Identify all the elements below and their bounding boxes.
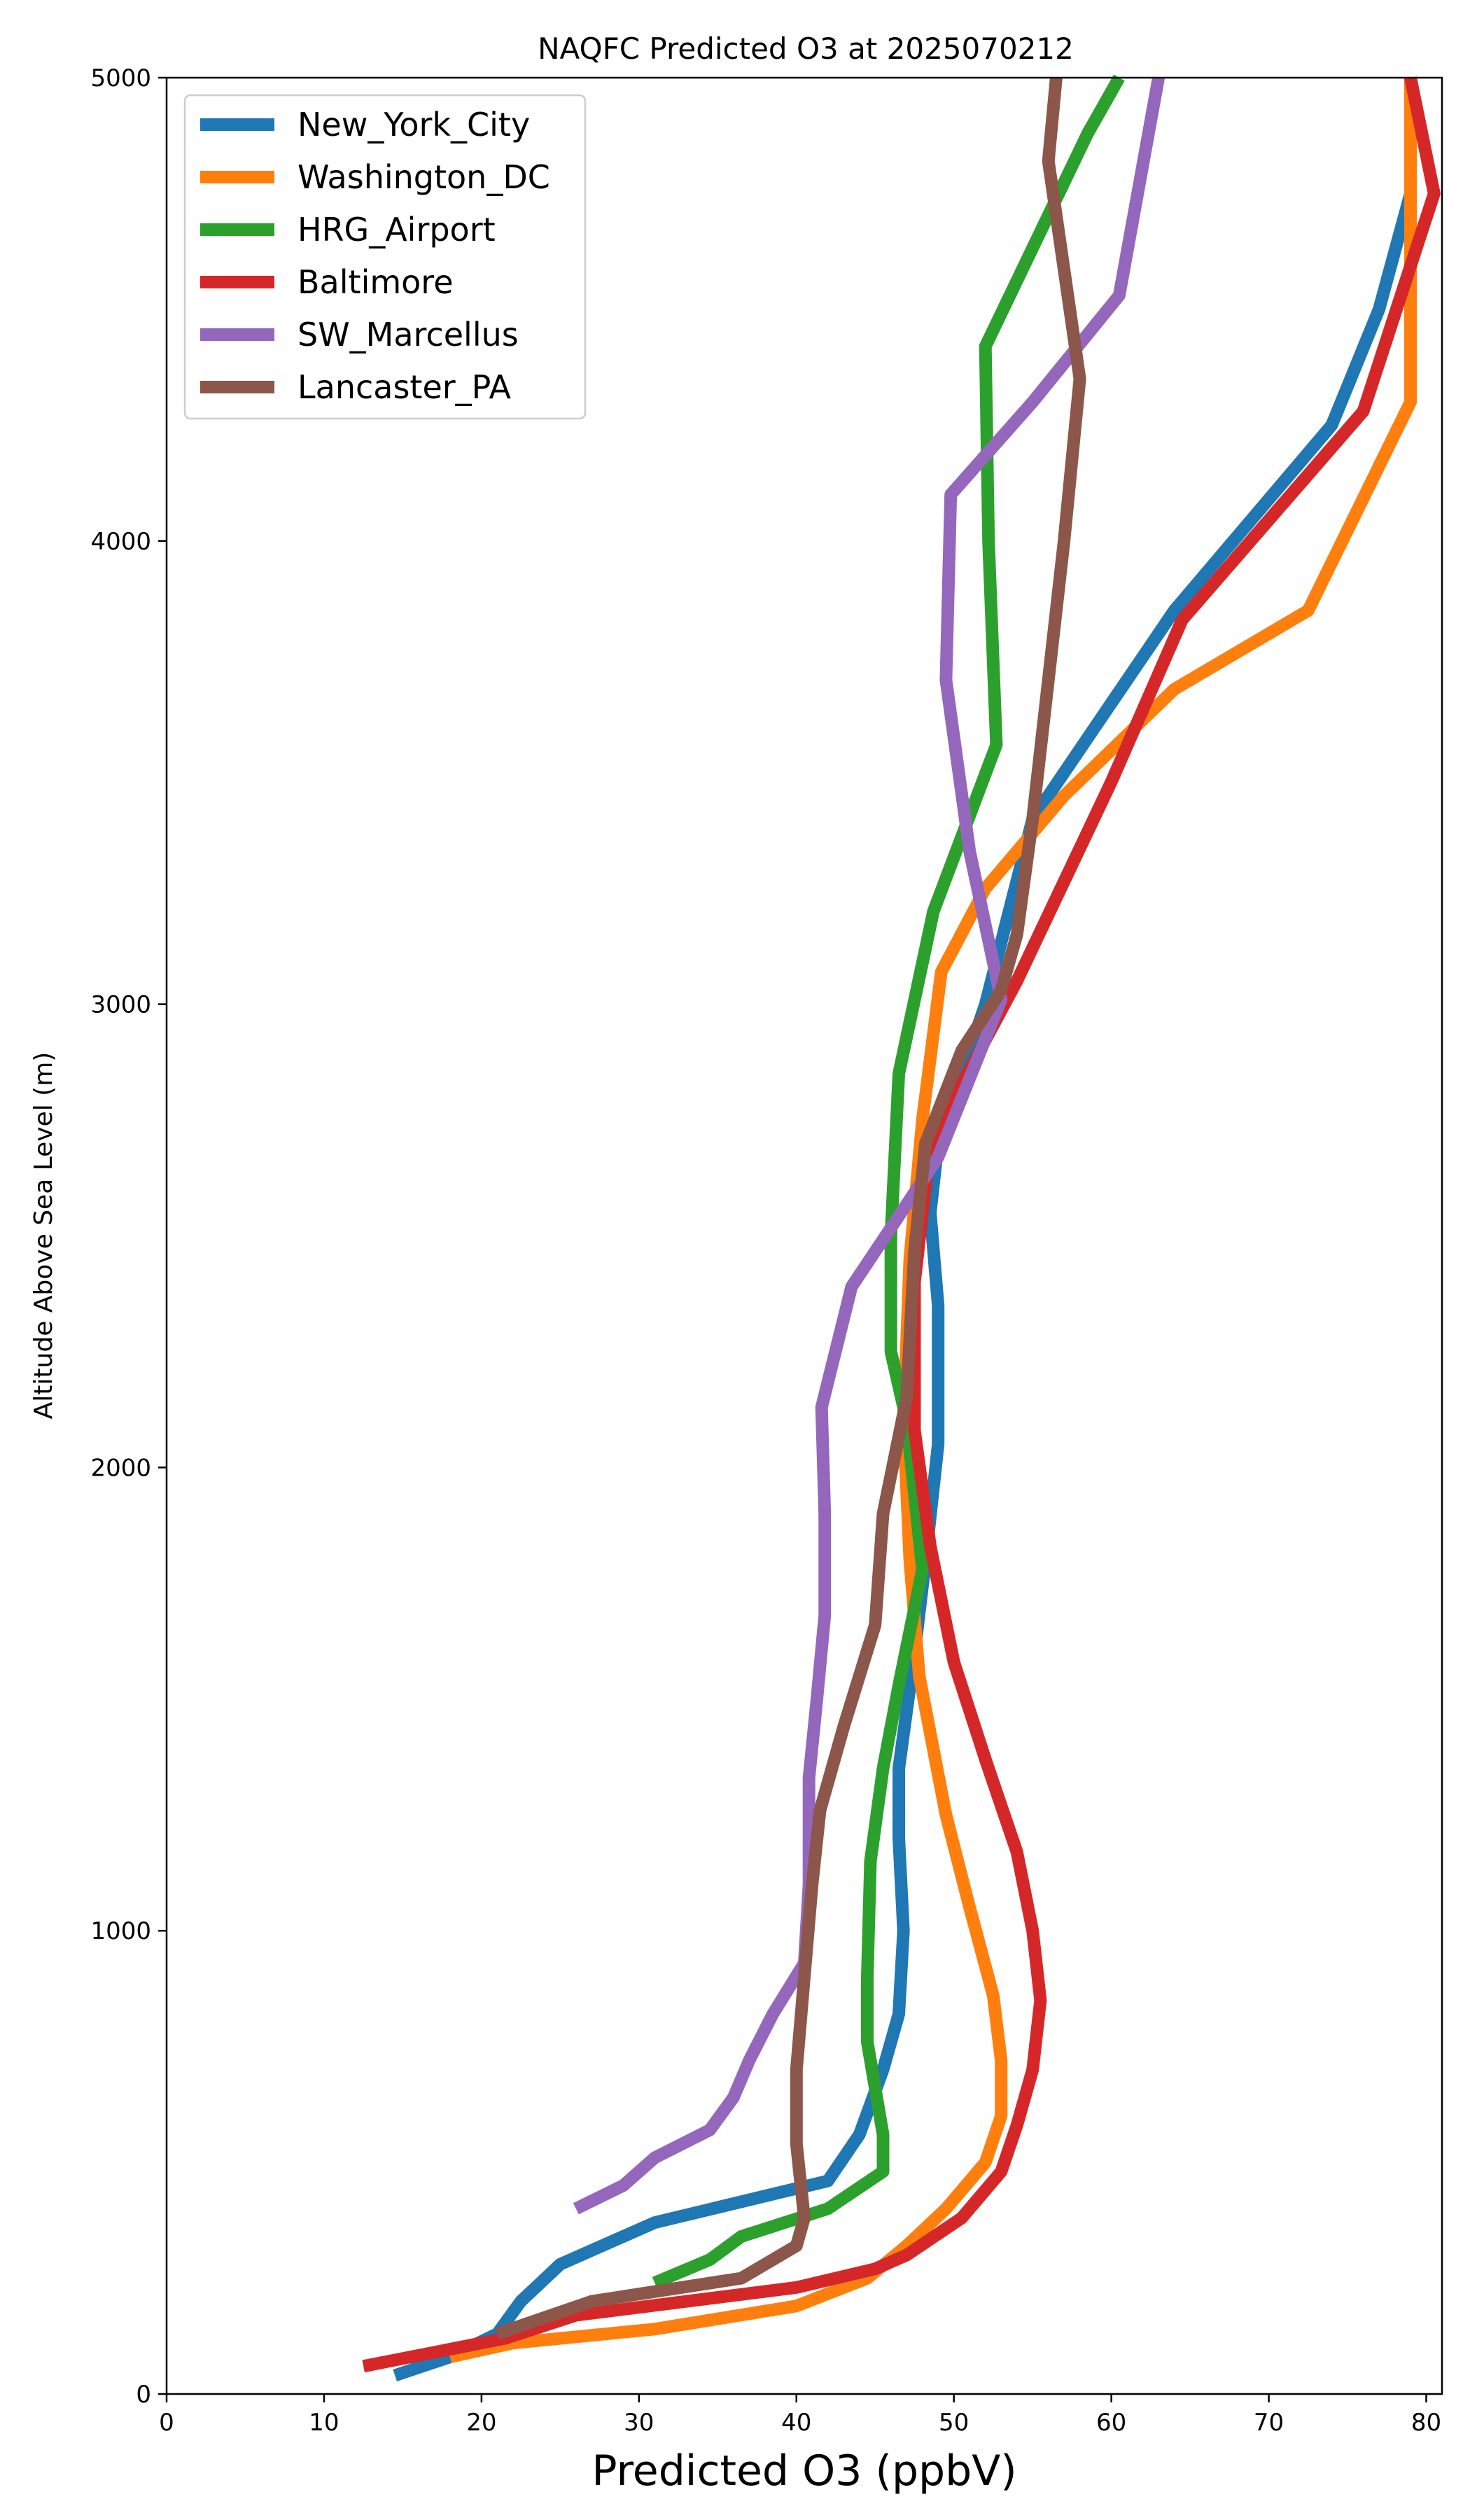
legend-label-3: Baltimore (298, 263, 454, 301)
y-tick-label-0: 0 (136, 2381, 151, 2409)
y-axis-label: Altitude Above Sea Level (m) (29, 1052, 58, 1420)
y-tick-label-1: 1000 (90, 1917, 151, 1945)
x-tick-label-7: 70 (1254, 2409, 1284, 2437)
legend-label-1: Washington_DC (298, 158, 550, 196)
legend-box (183, 94, 587, 420)
x-tick-label-2: 20 (466, 2409, 496, 2437)
y-tick-label-2: 2000 (90, 1454, 151, 1482)
legend-label-0: New_York_City (298, 106, 530, 144)
y-tick-label-4: 4000 (90, 528, 151, 556)
series-line-0 (393, 192, 1417, 2382)
x-tick-label-4: 40 (781, 2409, 811, 2437)
series-lines (362, 74, 1441, 2382)
x-tick-label-3: 30 (624, 2409, 654, 2437)
x-axis-ticks: 0 10 20 30 40 50 60 70 80 (159, 2394, 1441, 2437)
legend: New_York_City Washington_DC HRG_Airport Bal… (183, 94, 587, 420)
y-tick-label-5: 5000 (90, 64, 151, 92)
x-tick-label-6: 60 (1096, 2409, 1126, 2437)
series-line-3 (362, 76, 1441, 2373)
legend-label-2: HRG_Airport (298, 211, 496, 248)
legend-label-5: Lancaster_PA (298, 368, 511, 406)
legend-label-4: SW_Marcellus (298, 316, 519, 354)
plot-frame (165, 76, 1443, 2395)
x-tick-label-5: 50 (939, 2409, 969, 2437)
series-line-2 (652, 74, 1125, 2289)
x-tick-label-0: 0 (159, 2409, 174, 2437)
y-tick-label-3: 3000 (90, 991, 151, 1019)
x-tick-label-1: 10 (309, 2409, 339, 2437)
chart-title: NAQFC Predicted O3 at 2025070212 (538, 31, 1074, 66)
series-line-4 (573, 76, 1165, 2215)
series-line-5 (495, 77, 1086, 2340)
series-line-1 (448, 78, 1417, 2363)
y-axis-ticks: 0 1000 2000 3000 4000 5000 (90, 64, 167, 2409)
x-tick-label-8: 80 (1411, 2409, 1441, 2437)
x-axis-label: Predicted O3 (ppbV) (592, 2446, 1016, 2496)
